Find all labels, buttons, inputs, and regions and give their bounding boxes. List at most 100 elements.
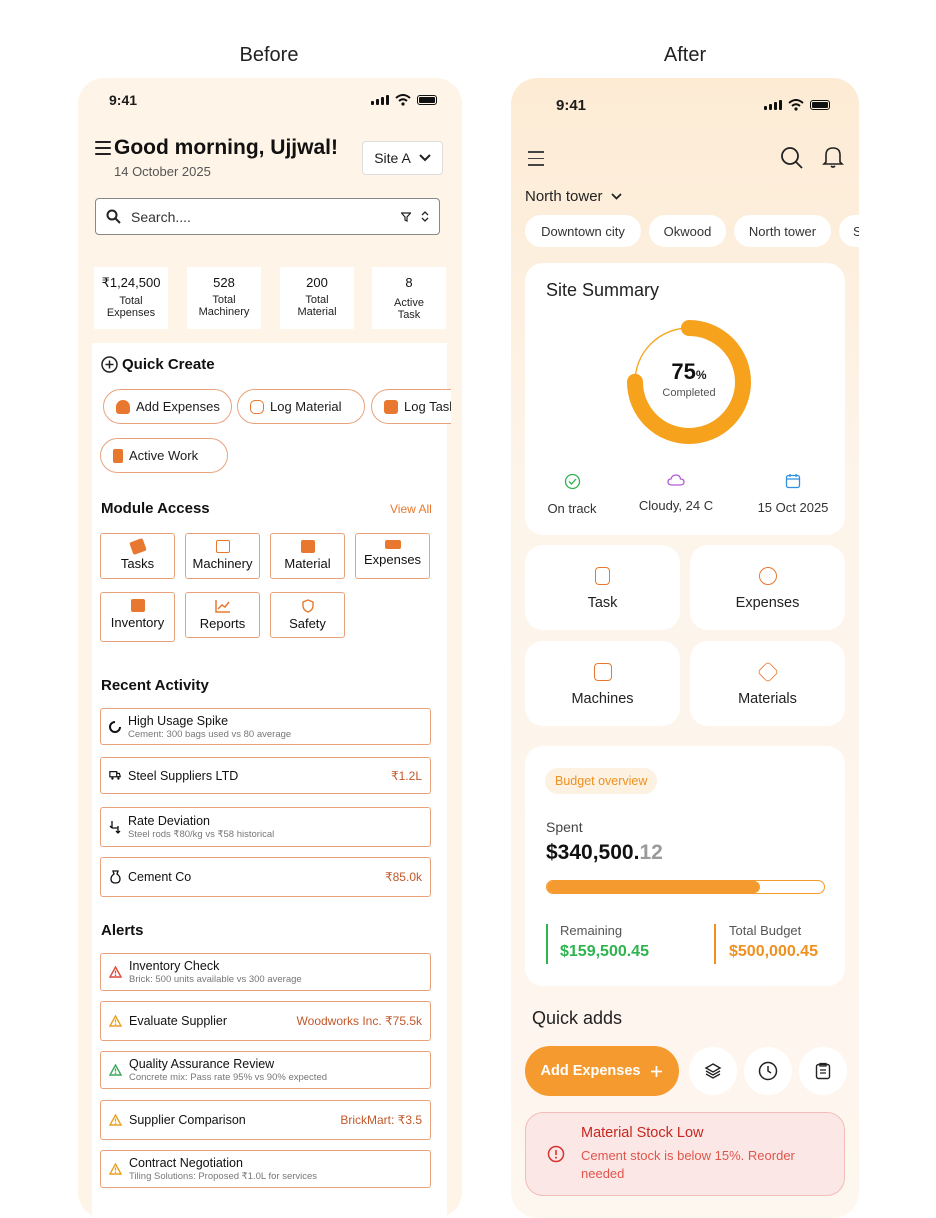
module-reports[interactable]: Reports [185,592,260,638]
status-time: 9:41 [109,92,138,108]
tile-task[interactable]: Task [525,545,680,630]
alert-row[interactable]: Contract Negotiation Tiling Solutions: Pr… [100,1150,431,1188]
activity-row[interactable]: Steel Suppliers LTD ₹1.2L [100,757,431,794]
plus-icon [651,1065,663,1077]
alert-row[interactable]: Inventory Check Brick: 500 units availabl… [100,953,431,991]
quick-create-add-expenses[interactable]: Add Expenses [103,389,232,424]
row-title: High Usage Spike [128,713,229,728]
progress-donut [627,320,751,444]
alert-row[interactable]: Evaluate Supplier Woodworks Inc. ₹75.5k [100,1001,431,1041]
calendar-icon [785,474,801,489]
stat-label-2: Task [397,309,421,321]
module-label: Safety [289,616,326,631]
module-machinery[interactable]: Machinery [185,533,260,579]
row-title: Contract Negotiation [129,1156,243,1170]
quick-add-task-button[interactable] [799,1047,847,1095]
tile-machines[interactable]: Machines [525,641,680,726]
activity-row[interactable]: High Usage Spike Cement: 300 bags used vs… [100,708,431,745]
row-sub: Concrete mix: Pass rate 95% vs 90% expec… [129,1072,328,1083]
alert-circle-icon [547,1145,565,1163]
row-sub: Brick: 500 units available vs 300 averag… [129,974,302,985]
quick-create-active-work[interactable]: Active Work [100,438,228,473]
module-label: Inventory [110,615,165,630]
stat-card: 200 Total Material [280,267,354,329]
quick-add-materials-button[interactable] [689,1047,737,1095]
module-safety[interactable]: Safety [270,592,345,638]
module-material[interactable]: Material [270,533,345,579]
bell-icon[interactable] [822,145,844,169]
layers-icon [756,661,779,683]
tile-label: Expenses [735,595,800,611]
date-item: 15 Oct 2025 [750,473,836,515]
spent-main: $340,500. [546,841,640,864]
total-value: $500,000.45 [729,943,818,960]
row-amount: Woodworks Inc. ₹75.5k [296,1014,422,1028]
row-title: Inventory Check [129,959,220,973]
site-chip[interactable]: North tower [734,215,831,247]
menu-icon[interactable] [95,141,111,159]
site-chip[interactable]: Downtown city [525,215,641,247]
alert-row[interactable]: Supplier Comparison BrickMart: ₹3.5 [100,1100,431,1140]
stat-label-2: Material [297,306,337,318]
search-input[interactable]: Search.... [131,208,191,225]
clipboard-icon [815,1062,831,1080]
weather-text: Cloudy, 24 C [638,498,714,513]
budget-badge: Budget overview [545,768,658,794]
swap-arrows-icon [109,821,121,834]
site-select[interactable]: North tower [525,188,622,205]
activity-row[interactable]: Cement Co ₹85.0k [100,857,431,897]
tile-label: Task [587,595,618,611]
money-bag-icon [116,399,130,414]
search-bar[interactable]: Search.... [95,198,440,235]
module-tasks[interactable]: Tasks [100,533,175,579]
date-text: 15 Oct 2025 [757,500,829,515]
site-select-value: North tower [525,188,603,205]
site-select-value: Site A [374,150,411,166]
quick-create-log-task[interactable]: Log Task [371,389,451,424]
excavator-icon [593,663,612,681]
alert-row[interactable]: Quality Assurance Review Concrete mix: Pa… [100,1051,431,1089]
status-icons [764,99,830,111]
row-title: Steel Suppliers LTD [128,768,239,783]
stat-label-1: Active [394,297,424,309]
shield-icon [301,599,314,613]
activity-row[interactable]: Rate Deviation Steel rods ₹80/kg vs ₹58 h… [100,807,431,847]
module-label: Tasks [120,556,155,571]
module-inventory[interactable]: Inventory [100,592,175,642]
search-icon[interactable] [780,146,804,170]
module-expenses[interactable]: Expenses [355,533,430,579]
cash-icon [384,540,401,549]
battery-icon [417,95,437,105]
view-all-link[interactable]: View All [390,502,432,516]
percent-value: 75 [671,359,696,384]
quick-add-time-button[interactable] [744,1047,792,1095]
status-item: On track [537,473,607,516]
quick-create-log-material[interactable]: Log Material [237,389,365,424]
site-summary-card: Site Summary 75% Completed On track Clou… [525,263,845,535]
tasks-icon [128,537,147,556]
tile-expenses[interactable]: Expenses [690,545,845,630]
spent-amount: $340,500.12 [546,841,663,865]
pill-label: Log Material [270,399,342,414]
add-expenses-button[interactable]: Add Expenses [525,1046,679,1096]
clipboard-check-icon [384,399,398,414]
total-label: Total Budget [729,923,802,938]
site-chip[interactable]: Okwood [649,215,726,247]
stat-label-2: Expenses [106,307,156,319]
stock-alert-card[interactable]: Material Stock Low Cement stock is below… [525,1112,845,1196]
clipboard-icon [300,540,315,553]
filter-icon[interactable] [401,211,411,222]
before-screen: 9:41 Good morning, Ujjwal! 14 October 20… [78,78,462,1218]
after-screen: 9:41 North tower Downtown city Okwood No… [511,78,859,1218]
status-text: On track [547,501,597,516]
site-chip[interactable]: S [839,215,859,247]
remaining-value: $159,500.45 [560,943,649,960]
site-select[interactable]: Site A [362,141,443,175]
recent-activity-title: Recent Activity [101,677,209,694]
spent-cents: 12 [639,841,663,864]
menu-icon[interactable] [528,151,544,166]
tile-materials[interactable]: Materials [690,641,845,726]
sort-icon[interactable] [421,211,429,222]
signal-icon [371,95,389,105]
status-time: 9:41 [556,97,587,114]
